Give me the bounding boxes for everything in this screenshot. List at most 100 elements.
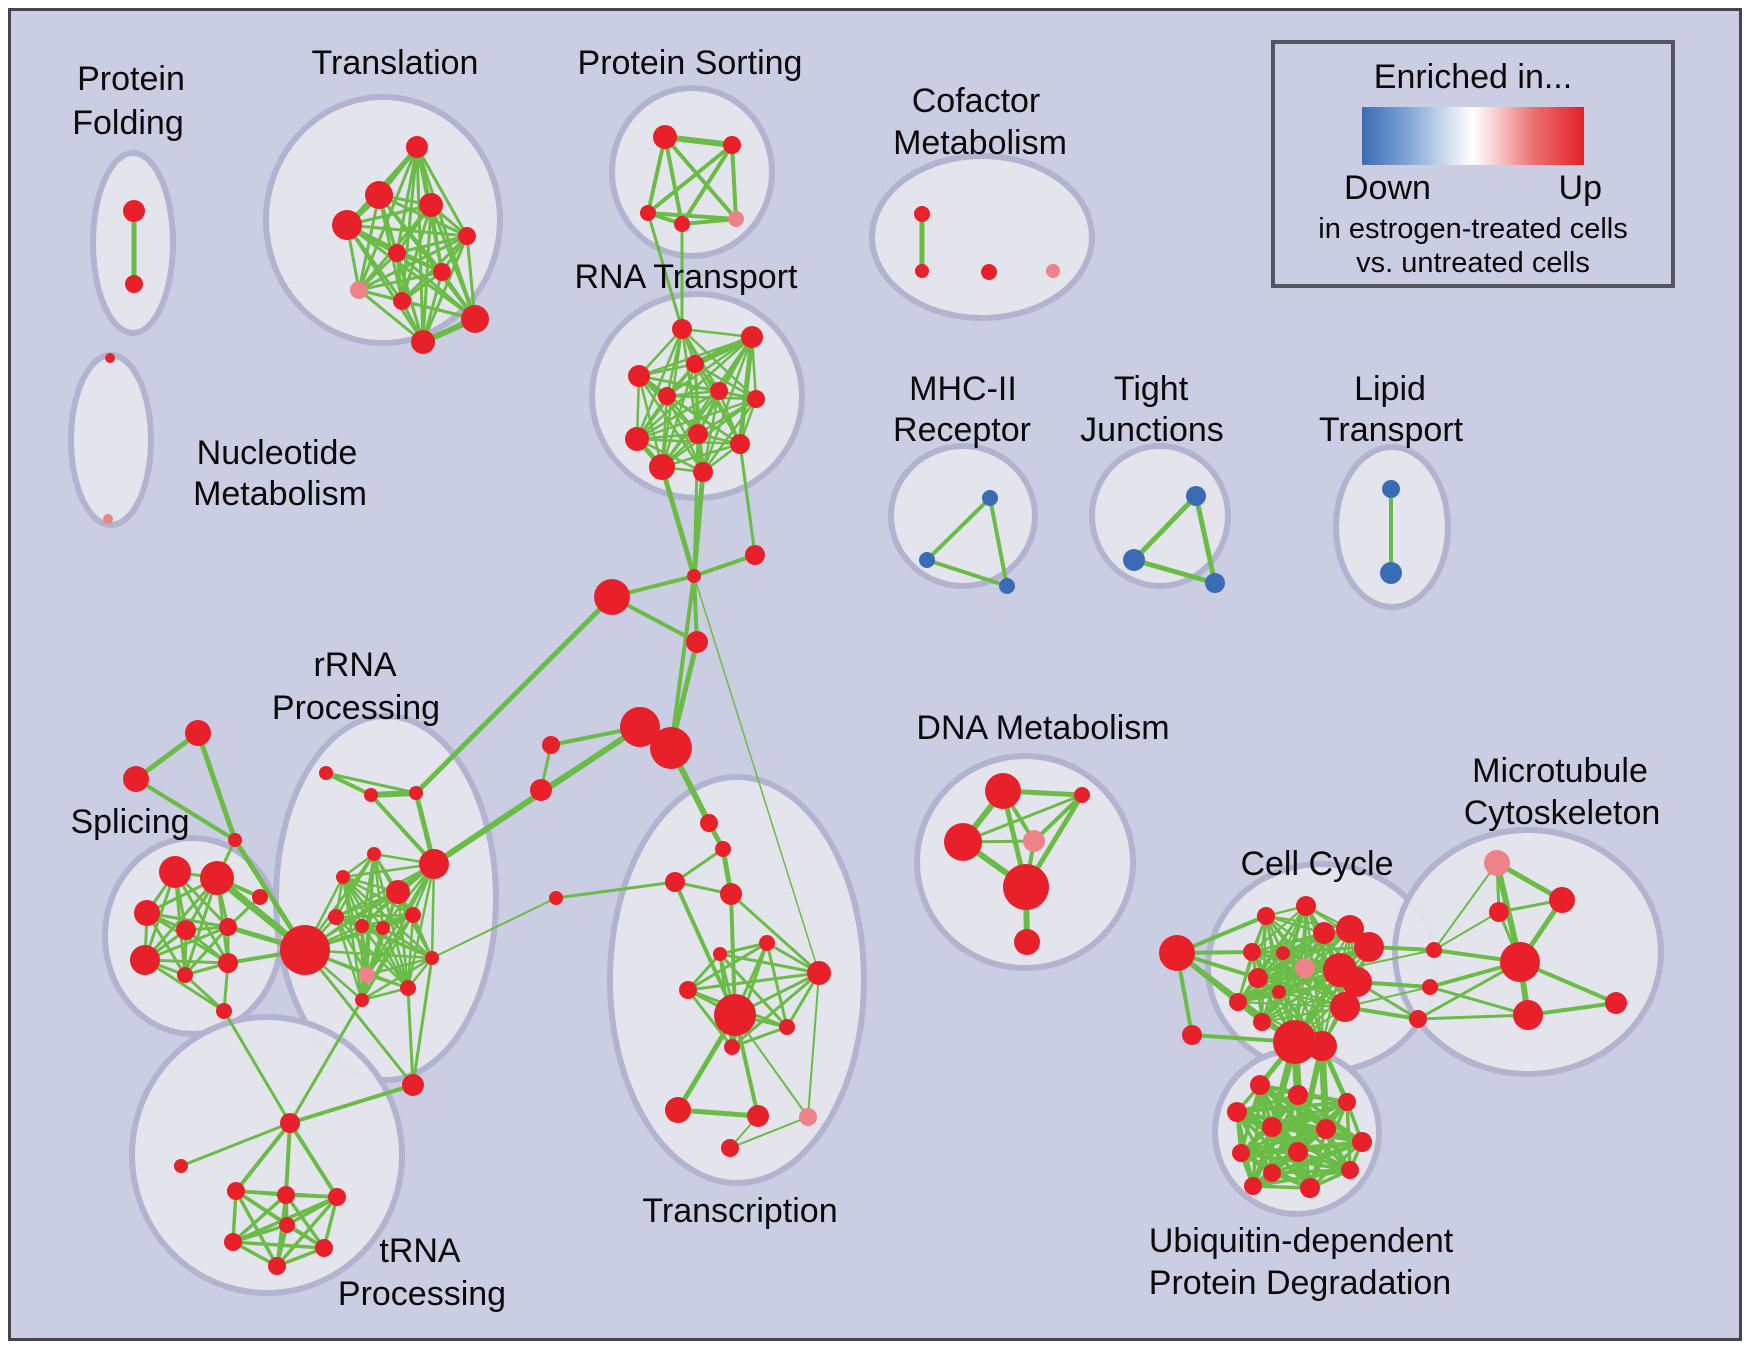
node-connectors — [745, 545, 765, 565]
edge-transcription — [807, 972, 820, 1118]
edge-inter — [1433, 862, 1498, 951]
edge-rrna_processing — [334, 916, 364, 1001]
node-dna_metabolism — [1014, 929, 1040, 955]
edge-cell_cycle — [1261, 980, 1358, 1024]
edge-transcription — [719, 952, 820, 975]
edge-inter — [646, 212, 684, 330]
cluster-label-trna_processing: tRNA — [379, 1232, 461, 1270]
edge-ubiquitin_degradation — [1251, 1094, 1300, 1187]
edge-trna_processing — [284, 1122, 292, 1196]
node-trna_processing — [174, 1159, 188, 1173]
node-connectors — [123, 766, 149, 792]
edge-connectors — [669, 575, 696, 749]
edge-trna_processing — [231, 1193, 288, 1244]
node-connectors — [686, 631, 708, 653]
cluster-ellipse-cofactor_metabolism — [869, 153, 1095, 321]
node-tight_junctions — [1205, 573, 1225, 593]
edge-translation — [415, 146, 469, 237]
node-rna_transport — [710, 382, 728, 400]
node-dna_metabolism — [944, 823, 982, 861]
node-ubiquitin_degradation — [1262, 1117, 1282, 1137]
node-transcription — [779, 1019, 795, 1035]
node-splicing — [216, 1003, 232, 1019]
edge-translation — [396, 234, 468, 255]
cluster-label-lipid_transport: Transport — [1319, 411, 1464, 449]
node-splicing — [176, 920, 196, 940]
node-rrna_processing — [364, 788, 378, 802]
node-splicing — [218, 953, 238, 973]
node-protein_folding — [125, 275, 143, 293]
edge-rna_transport — [636, 437, 704, 474]
node-rrna_processing — [319, 766, 333, 780]
node-nucleotide_metabolism — [105, 353, 115, 363]
node-rna_transport — [658, 387, 676, 405]
node-translation — [419, 193, 443, 217]
cluster-label-transcription: Transcription — [642, 1192, 837, 1230]
edge-splicing — [183, 973, 226, 1013]
node-cofactor_metabolism — [1046, 264, 1060, 278]
cluster-label-mhc_ii_receptor: Receptor — [893, 411, 1031, 449]
node-cell_cycle — [1159, 935, 1195, 971]
edge-rrna_processing — [342, 875, 414, 917]
node-cell_cycle — [1229, 993, 1247, 1011]
node-ubiquitin_degradation — [1227, 1102, 1247, 1122]
node-ubiquitin_degradation — [1250, 1075, 1270, 1095]
edge-rna_transport — [661, 397, 757, 469]
node-mhc_ii_receptor — [982, 490, 998, 506]
node-dna_metabolism — [1023, 830, 1045, 852]
node-protein_sorting — [653, 125, 677, 149]
cluster-ellipse-dna_metabolism — [914, 753, 1136, 971]
edge-rrna_processing — [335, 862, 435, 919]
edge-cell_cycle — [1237, 1000, 1346, 1009]
edge-mhc_ii_receptor — [988, 497, 1009, 587]
edge-transcription — [555, 880, 676, 900]
node-translation — [350, 281, 368, 299]
edge-inter — [692, 433, 700, 577]
node-rrna_processing — [328, 909, 344, 925]
edge-rrna_processing — [381, 927, 410, 989]
edge-mhc_ii_receptor — [926, 558, 1008, 588]
edge-cell_cycle — [1281, 952, 1324, 1047]
node-splicing — [130, 945, 160, 975]
cluster-label-lipid_transport: Lipid — [1354, 370, 1426, 408]
edge-protein_sorting — [646, 143, 734, 215]
edge-translation — [421, 204, 433, 343]
edge-translation — [396, 251, 476, 321]
node-trna_processing — [224, 1233, 242, 1251]
edge-splicing — [146, 911, 229, 929]
node-cell_cycle — [1307, 1031, 1337, 1061]
edge-dna_metabolism — [1032, 793, 1084, 843]
edge-transcription — [687, 941, 768, 992]
node-rna_transport — [649, 454, 675, 480]
edge-cell_cycle — [1251, 905, 1307, 953]
edge-trna_processing — [235, 1189, 288, 1227]
node-connectors — [650, 727, 692, 769]
edge-translation — [429, 204, 477, 320]
node-cell_cycle — [1276, 946, 1290, 960]
cluster-label-dna_metabolism: DNA Metabolism — [916, 709, 1169, 747]
node-ubiquitin_degradation — [1288, 1142, 1308, 1162]
cluster-label-mhc_ii_receptor: MHC-II — [909, 370, 1017, 408]
edge-transcription — [719, 941, 768, 956]
edge-rna_transport — [701, 336, 754, 473]
node-rna_transport — [730, 434, 750, 454]
node-transcription — [679, 981, 697, 999]
edge-inter — [222, 1010, 292, 1124]
edge-trna_processing — [234, 1121, 292, 1193]
legend-subtitle: in estrogen-treated cells vs. untreated … — [1318, 212, 1628, 280]
node-connectors — [620, 707, 660, 747]
node-protein_sorting — [674, 216, 690, 232]
cluster-label-cofactor_metabolism: Cofactor — [912, 82, 1041, 120]
node-trna_processing — [268, 1257, 286, 1275]
edge-transcription — [718, 952, 789, 1029]
edge-transcription — [673, 881, 737, 1016]
node-cell_cycle — [1330, 992, 1360, 1022]
edge-transcription — [687, 971, 820, 992]
node-transcription — [807, 961, 831, 985]
node-rna_transport — [686, 355, 704, 373]
node-cell_cycle — [1296, 896, 1316, 916]
node-transcription — [665, 872, 685, 892]
legend-down-label: Down — [1344, 169, 1431, 207]
edge-rrna_processing — [361, 956, 433, 1002]
